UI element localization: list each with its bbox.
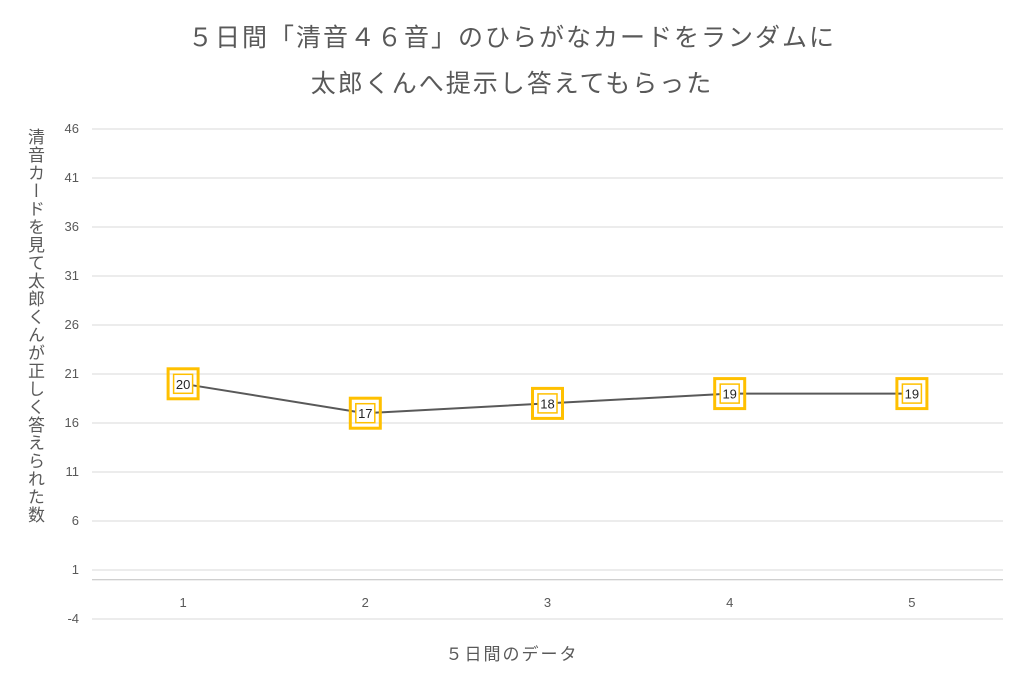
marker-inner-square: [537, 393, 558, 414]
marker-inner-square: [172, 373, 194, 395]
x-tick-label: 4: [726, 595, 733, 610]
y-tick-label: 1: [72, 562, 79, 577]
y-tick-label: 11: [66, 464, 80, 479]
x-tick-label: 2: [362, 595, 369, 610]
data-label: 18: [540, 396, 554, 411]
chart-title-line2: 太郎くんへ提示し答えてもらった: [310, 69, 714, 98]
gridlines: [92, 128, 1003, 620]
data-point: 17: [348, 396, 382, 430]
marker-inner-square: [901, 383, 923, 404]
y-tick-label: -4: [67, 611, 79, 626]
data-point: 18: [531, 386, 564, 420]
data-label: 19: [722, 387, 736, 402]
y-tick-label: 26: [65, 317, 79, 332]
marker-inner-square: [355, 402, 376, 424]
y-tick-label: 36: [65, 219, 79, 234]
y-tick-label: 21: [65, 366, 79, 381]
marker-inner-square: [719, 383, 740, 404]
chart-title-line1: ５日間「清音４６音」のひらがなカードをランダムに: [187, 23, 836, 52]
marker-outer-square: [348, 396, 382, 430]
y-tick-label: 46: [65, 121, 79, 136]
x-tick-labels: 1 2 3 4 5: [179, 595, 915, 610]
y-axis-label: 清音カードを見て太郎くんが正しく答えられた数: [24, 128, 44, 524]
x-tick-label: 5: [908, 595, 915, 610]
x-axis-label: ５日間のデータ: [445, 645, 579, 665]
data-markers: 20 17 18 19 19: [166, 367, 929, 430]
data-label: 19: [905, 387, 919, 402]
data-point: 19: [713, 377, 747, 411]
data-point: 20: [166, 367, 200, 401]
y-tick-label: 6: [72, 513, 79, 528]
y-tick-label: 16: [65, 415, 79, 430]
marker-outer-square: [713, 377, 747, 411]
y-tick-labels: 46 41 36 31 26 21 16 11 6 1 -4: [65, 121, 79, 626]
marker-outer-square: [166, 367, 200, 401]
data-point: 19: [895, 377, 929, 411]
y-tick-label: 31: [65, 268, 79, 283]
marker-outer-square: [895, 377, 929, 411]
data-label: 17: [358, 406, 372, 421]
x-tick-label: 3: [544, 595, 551, 610]
y-tick-label: 41: [65, 170, 79, 185]
data-label: 20: [176, 377, 190, 392]
x-tick-label: 1: [179, 595, 186, 610]
marker-outer-square: [531, 386, 564, 420]
